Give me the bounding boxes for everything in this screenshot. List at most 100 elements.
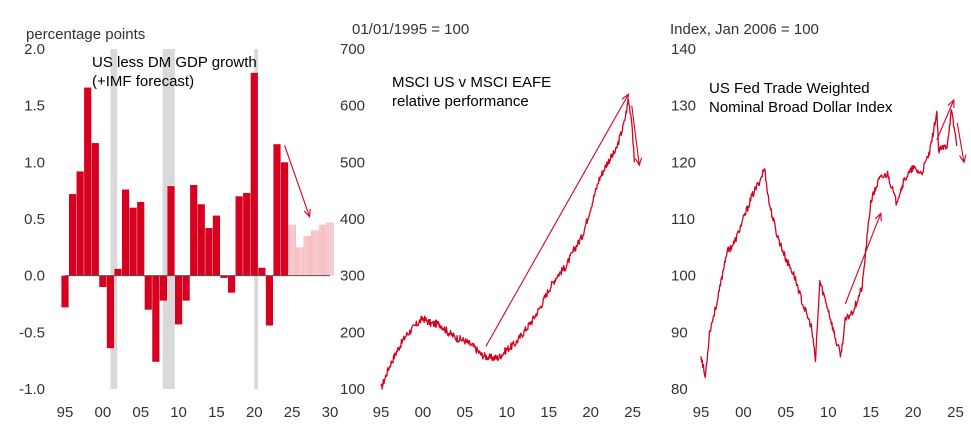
bar [227,275,236,293]
bar [129,207,137,276]
panel-2-trend-arrow-2-shaft [631,105,640,166]
bar [212,215,221,276]
panel-2-trend-arrow-2-head [634,157,643,167]
panel-3-trend-arrow-3-head [959,154,967,164]
panel-1-y-tick: -1.0 [19,381,45,398]
panel-3-y-tick: 140 [671,41,696,58]
panel-dollar-index: Index, Jan 2006 = 100 140 130 120 110 100 90 8… [670,21,967,421]
panel-1-y-tick: 1.0 [24,154,45,171]
panel-1-y-tick: 0.0 [24,268,45,285]
bar [144,275,152,310]
panel-1-y-tick: -0.5 [19,324,45,341]
panel-2-x-tick: 20 [582,404,599,421]
panel-2-x-tick: 00 [415,404,432,421]
panel-2-y-tick: 100 [340,381,365,398]
panel-3-y-tick: 80 [671,381,688,398]
panel-1-unit-label: percentage points [26,26,145,43]
panel-3-x-tick: 05 [777,404,794,421]
bar [137,202,145,276]
panel-2-unit-label: 01/01/1995 = 100 [352,21,469,38]
panel-2-y-tick: 300 [340,268,365,285]
panel-1-y-tick: 0.5 [24,211,45,228]
bar [250,72,258,276]
panel-2-series-line [380,99,635,390]
panel-2-annotation-line-2: relative performance [392,93,529,110]
panel-2-x-tick: 25 [624,404,641,421]
panel-1-annotation-line-2: (+IMF forecast) [92,73,194,90]
bar [99,275,107,287]
panel-2-y-tick: 600 [340,98,365,115]
panel-3-trend-arrow-2-head [947,98,955,109]
bar [121,189,130,276]
panel-3-unit-label: Index, Jan 2006 = 100 [670,21,819,38]
panel-3-annotation-line-1: US Fed Trade Weighted [709,80,870,97]
panel-2-y-tick: 700 [340,41,365,58]
panel-3-trend-arrow-3-shaft [956,122,965,163]
bar [68,194,77,276]
panel-2-y-tick: 400 [340,211,365,228]
bar [190,185,198,276]
panel-3-plot: 140 130 120 110 100 90 80 95 00 05 10 15 20 25 [671,41,967,421]
panel-3-x-tick: 00 [735,404,752,421]
panel-2-plot: 700 600 500 400 300 200 100 95 00 05 10 15 20 25 [340,41,643,421]
panel-2-x-tick: 05 [457,404,474,421]
panel-2-trend-arrow-1-head [621,93,630,103]
panel-msci-relative: 01/01/1995 = 100 700 600 500 400 300 200 100 95… [340,21,643,421]
bar [114,268,122,276]
panel-1-x-tick: 95 [57,404,74,421]
panel-3-y-tick: 130 [671,98,696,115]
bar [152,275,160,362]
panel-1-x-tick: 05 [132,404,149,421]
panel-2-x-tick: 15 [540,404,557,421]
panel-3-x-tick: 25 [947,404,964,421]
panel-1-x-tick: 25 [284,404,301,421]
panel-2-x-tick: 95 [373,404,390,421]
recession-band [110,49,118,389]
panel-1-y-tick: 1.5 [24,98,45,115]
bar [182,275,190,301]
panel-3-trend-arrow-1-shaft [844,213,882,305]
panel-3-y-tick: 100 [671,268,696,285]
panel-3-annotation-line-2: Nominal Broad Dollar Index [709,99,893,116]
panel-1-annotation-line-1: US less DM GDP growth [92,54,257,71]
bar [106,275,115,349]
bar [280,162,289,276]
panel-2-y-tick: 200 [340,324,365,341]
trend-arrow-head [303,208,311,219]
bar [235,196,243,276]
panel-3-x-tick: 10 [820,404,837,421]
bar [159,275,168,301]
panel-3-y-tick: 90 [671,324,688,341]
bar [258,267,266,276]
panel-3-series-line [700,109,958,379]
bar [174,275,183,325]
panel-1-x-tick: 20 [246,404,263,421]
panel-2-x-tick: 10 [498,404,515,421]
panel-3-x-tick: 95 [693,404,710,421]
panel-3-y-tick: 120 [671,154,696,171]
panel-1-x-tick: 00 [95,404,112,421]
panel-1-x-tick: 10 [170,404,187,421]
bar [76,171,84,276]
trend-arrow-shaft [284,145,311,217]
bar [84,87,92,276]
panel-gdp-growth: percentage points 2.0 1.5 1.0 0.5 0.0 -0.5 -1.… [19,26,338,421]
bar [167,186,175,276]
bar [273,144,281,276]
panel-2-annotation-line-1: MSCI US v MSCI EAFE [392,74,551,91]
panel-3-x-tick: 20 [905,404,922,421]
bar [243,192,251,276]
panel-2-y-tick: 500 [340,154,365,171]
bar [91,143,99,276]
bar [220,275,228,278]
panel-1-x-tick: 30 [322,404,339,421]
bar [205,228,213,276]
panel-3-trend-arrow-1-head [874,212,882,222]
panel-1-y-tick: 2.0 [24,41,45,58]
panel-1-x-tick: 15 [208,404,225,421]
bar [61,275,69,308]
bar [265,275,274,326]
panel-2-trend-arrow-1-shaft [485,94,629,347]
panel-3-trend-arrow-2-shaft [936,99,955,140]
